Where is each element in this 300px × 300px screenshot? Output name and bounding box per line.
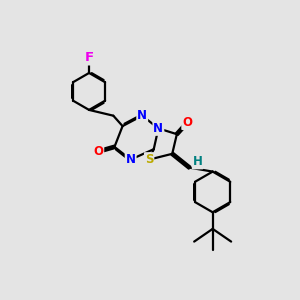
Text: N: N	[126, 153, 136, 166]
Text: O: O	[182, 116, 192, 129]
Text: F: F	[85, 51, 94, 64]
Text: O: O	[93, 145, 103, 158]
Text: N: N	[153, 122, 164, 135]
Text: S: S	[145, 153, 153, 166]
Text: N: N	[137, 109, 147, 122]
Text: H: H	[193, 155, 202, 168]
